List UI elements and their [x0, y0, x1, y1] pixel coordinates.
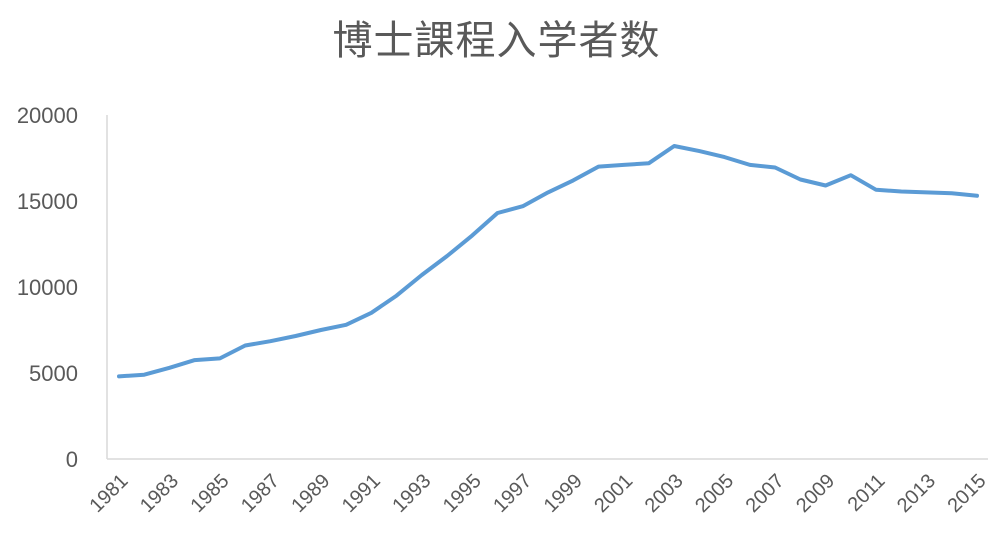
x-tick-label: 2015 [944, 470, 991, 517]
y-tick-labels: 0 5000 10000 15000 20000 [17, 103, 78, 472]
x-tick-labels: 1981 1983 1985 1987 1989 1991 1993 1995 1997 1999… [86, 470, 991, 517]
series-line-0 [117, 144, 979, 379]
x-tick-label: 1989 [287, 470, 334, 517]
y-tick-label: 20000 [17, 103, 78, 128]
x-tick-label: 2009 [792, 470, 839, 517]
x-tick-label: 2001 [590, 470, 637, 517]
x-tick-label: 1997 [489, 470, 536, 517]
y-tick-label: 15000 [17, 189, 78, 214]
x-tick-label: 2007 [742, 470, 789, 517]
x-tick-label: 1995 [439, 470, 486, 517]
x-tick-label: 1991 [338, 470, 385, 517]
x-tick-label: 1999 [540, 470, 587, 517]
x-tick-label: 1993 [388, 470, 435, 517]
y-tick-label: 5000 [29, 361, 78, 386]
x-tick-label: 2003 [641, 470, 688, 517]
x-tick-label: 2011 [844, 470, 890, 516]
series-layer [117, 144, 979, 379]
chart-title: 博士課程入学者数 [332, 18, 661, 64]
x-tick-label: 1985 [186, 470, 233, 517]
x-tick-label: 2013 [893, 470, 940, 517]
x-tick-label: 2005 [691, 470, 738, 517]
y-tick-label: 0 [66, 447, 78, 472]
x-tick-label: 1987 [237, 470, 284, 517]
y-tick-label: 10000 [17, 275, 78, 300]
x-tick-label: 1981 [86, 470, 133, 517]
x-tick-label: 1983 [136, 470, 183, 517]
